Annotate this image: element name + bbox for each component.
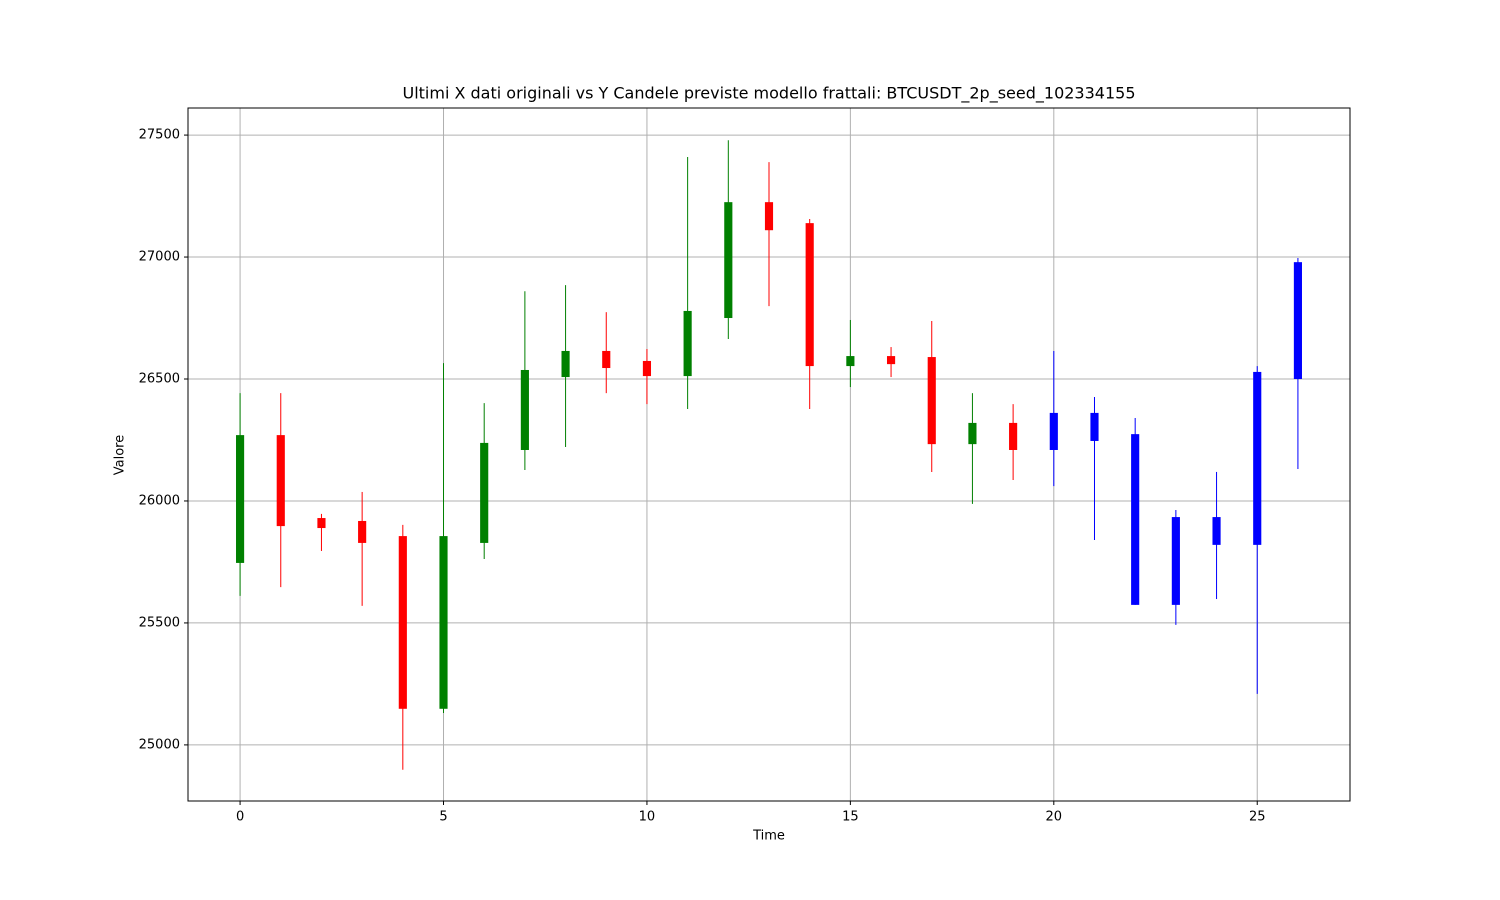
- y-tick-label: 25000: [139, 737, 180, 752]
- x-tick-label: 0: [236, 810, 244, 825]
- candle-body: [439, 536, 448, 709]
- chart-title: Ultimi X dati originali vs Y Candele pre…: [402, 84, 1135, 104]
- candle-body: [1090, 412, 1099, 441]
- candle-body: [805, 223, 814, 367]
- candle-body: [886, 356, 896, 365]
- candle-body: [683, 310, 692, 377]
- candle-body: [642, 360, 652, 377]
- x-tick-label: 20: [1046, 810, 1063, 825]
- candle-body: [317, 518, 326, 529]
- y-tick-label: 26500: [139, 372, 180, 387]
- x-tick-label: 15: [842, 810, 859, 825]
- x-tick-label: 5: [439, 810, 447, 825]
- x-tick-label: 10: [639, 810, 656, 825]
- candle-body: [846, 356, 855, 367]
- y-axis-label: Valore: [113, 435, 128, 475]
- candle-body: [927, 357, 936, 445]
- candle-body: [1293, 262, 1302, 380]
- y-tick-label: 27000: [139, 250, 180, 265]
- candle-body: [602, 350, 611, 369]
- candle-body: [1212, 517, 1221, 545]
- candle-body: [1253, 371, 1262, 545]
- candle-body: [1009, 422, 1018, 450]
- candle-body: [1171, 517, 1180, 605]
- candle-body: [561, 350, 570, 378]
- y-tick-label: 27500: [139, 128, 180, 143]
- plot-frame: [187, 107, 1351, 802]
- candle-body: [480, 442, 489, 543]
- candle-body: [398, 536, 407, 709]
- candle-body: [1049, 412, 1058, 450]
- candle-body: [1131, 434, 1140, 605]
- candle-body: [764, 202, 774, 231]
- candle-body: [968, 422, 977, 445]
- candle-body: [520, 369, 529, 450]
- candle-body: [724, 202, 733, 319]
- y-tick-label: 26000: [139, 493, 180, 508]
- candle-body: [236, 435, 245, 563]
- candle-body: [358, 520, 367, 543]
- x-axis-label: Time: [752, 829, 785, 844]
- x-tick-label: 25: [1249, 810, 1266, 825]
- candle-body: [276, 435, 285, 527]
- y-tick-label: 25500: [139, 615, 180, 630]
